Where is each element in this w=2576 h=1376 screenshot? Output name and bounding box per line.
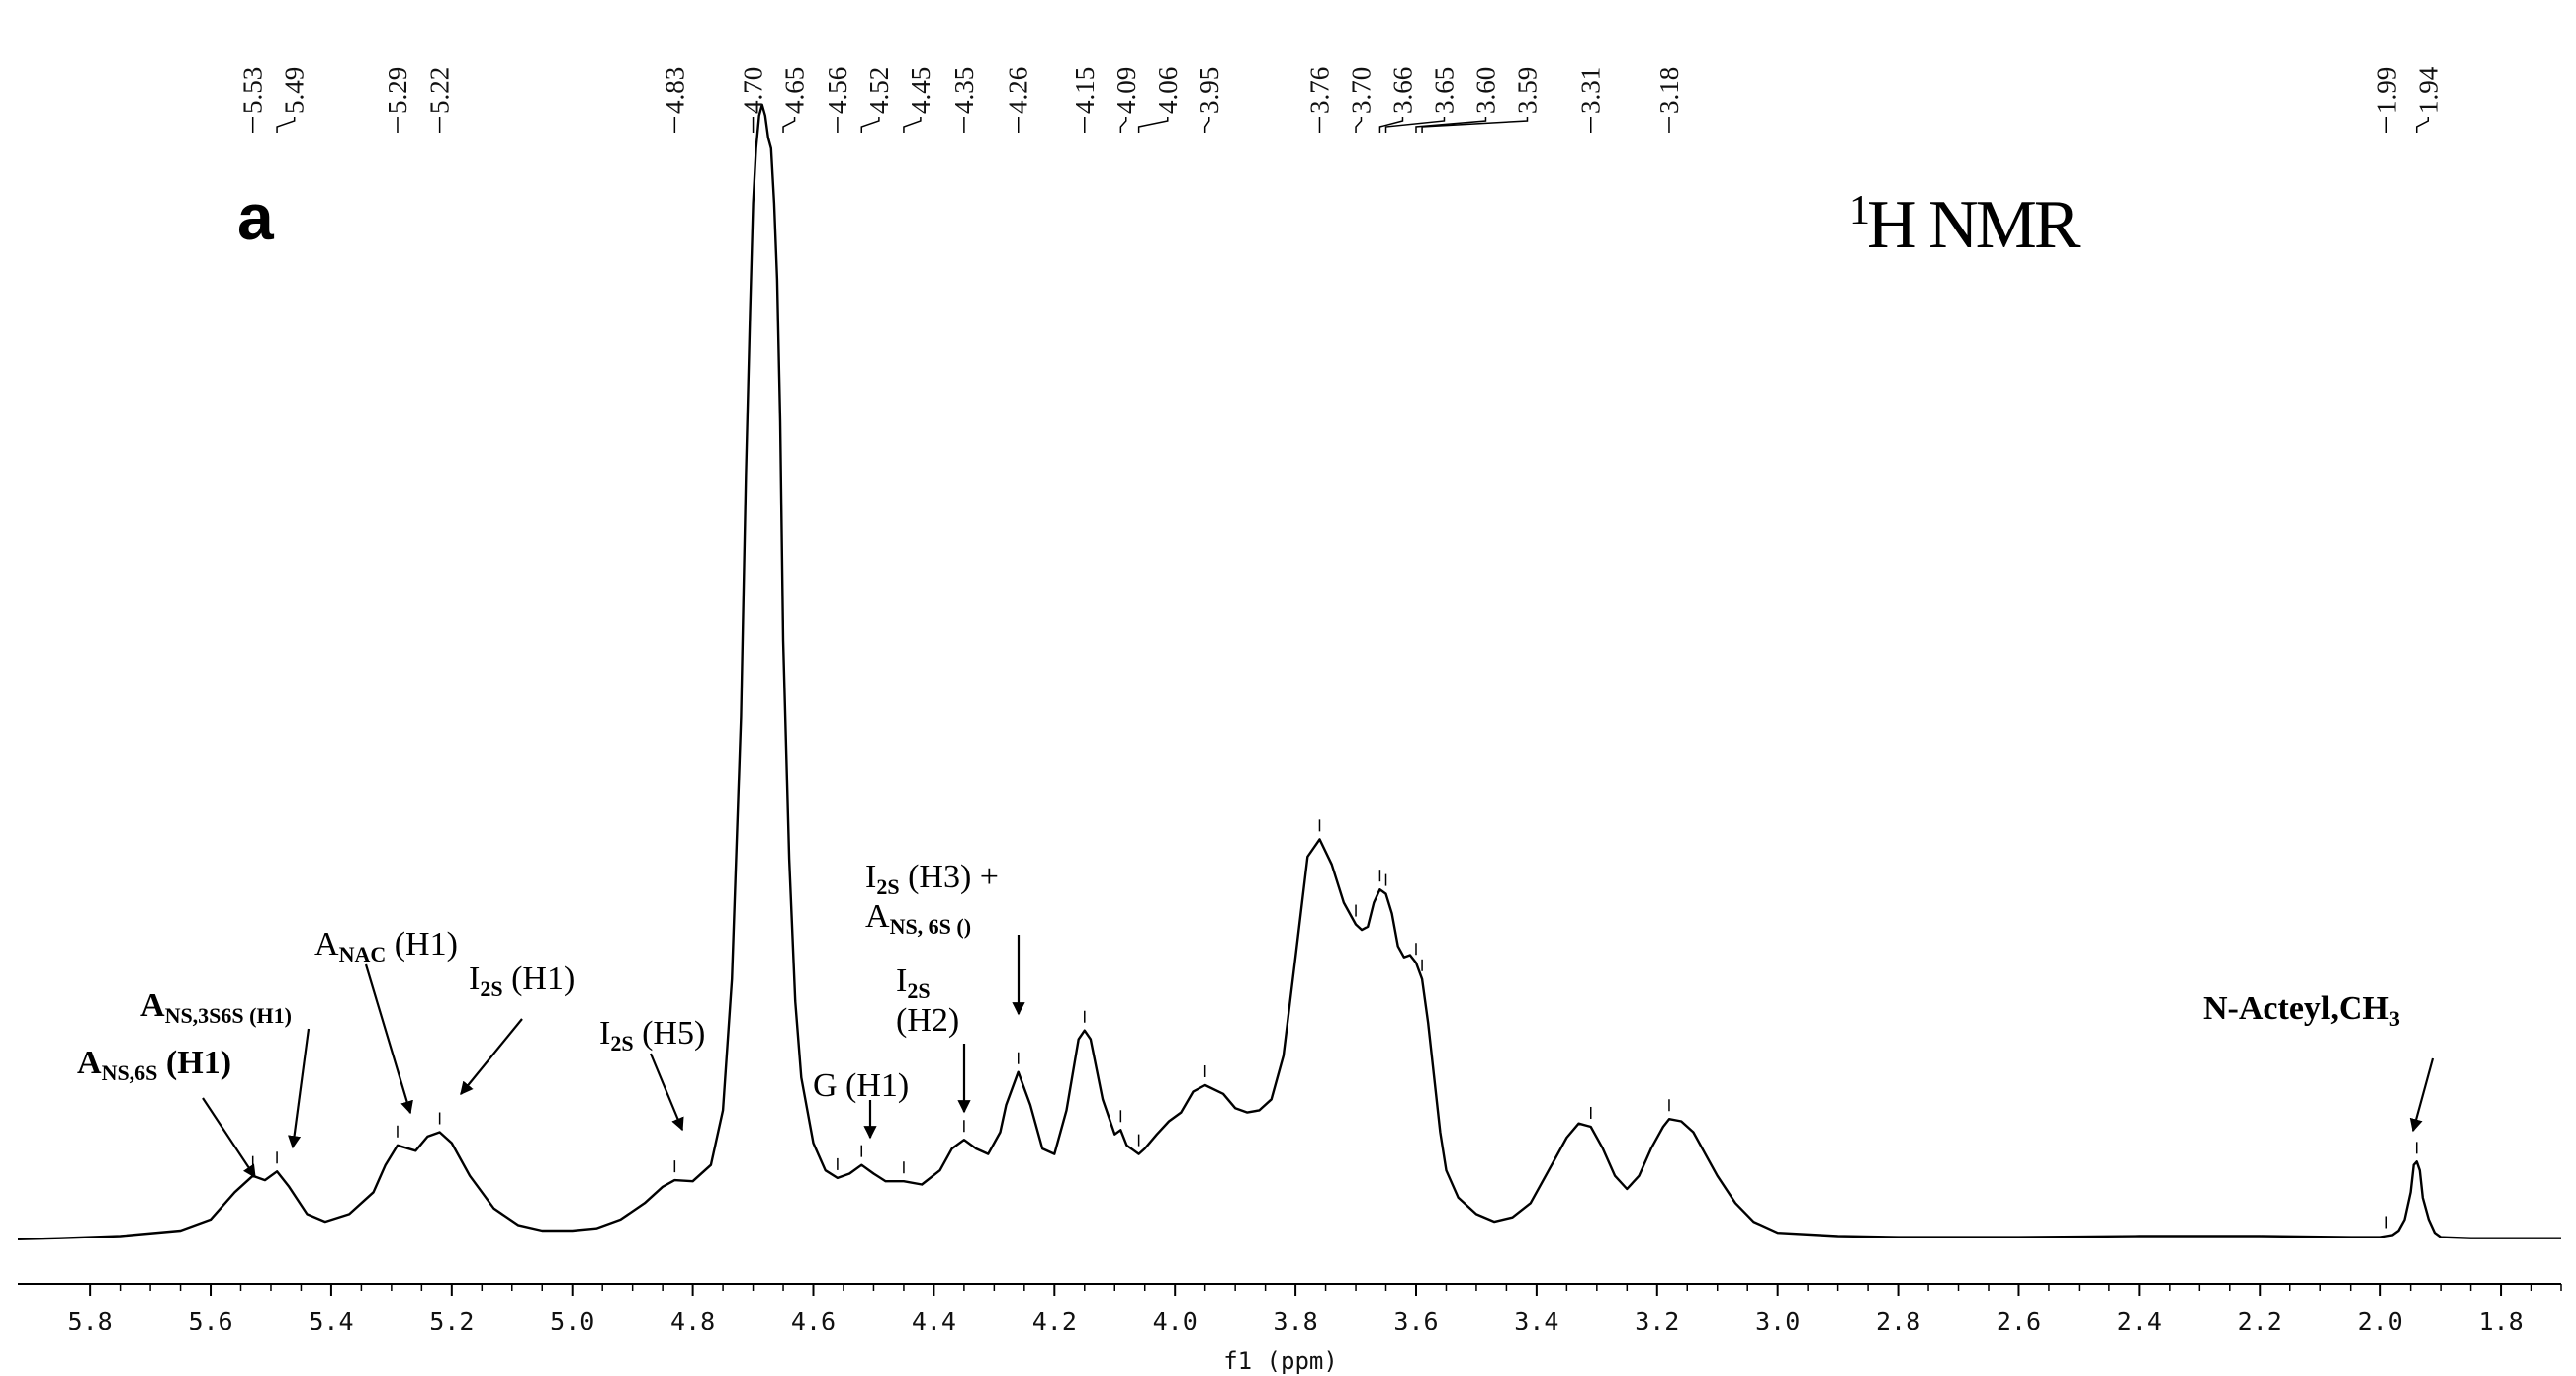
x-tick-label: 4.2 bbox=[1032, 1307, 1077, 1335]
x-tick-label: 4.0 bbox=[1153, 1307, 1198, 1335]
x-tick-label: 2.2 bbox=[2238, 1307, 2282, 1335]
peak-label: 4.15 bbox=[1070, 67, 1100, 114]
annotation-arrow bbox=[460, 1018, 523, 1096]
chart-title-text: H NMR bbox=[1867, 187, 2081, 263]
peak-label: 3.18 bbox=[1654, 67, 1684, 114]
annotation-label: I2S (H1) bbox=[469, 961, 575, 1001]
peak-label: 3.31 bbox=[1576, 67, 1606, 114]
x-tick-label: 2.4 bbox=[2117, 1307, 2162, 1335]
annotation-label: ANS,6S (H1) bbox=[77, 1045, 231, 1085]
peak-label-connector bbox=[1384, 117, 1446, 133]
peak-label-connector bbox=[1421, 117, 1529, 133]
peak-label: 4.35 bbox=[949, 67, 979, 114]
x-tick-label: 4.4 bbox=[912, 1307, 956, 1335]
peak-label: 4.09 bbox=[1111, 67, 1141, 114]
panel-label: a bbox=[237, 180, 275, 253]
annotation-label: I2S bbox=[896, 963, 931, 1003]
peak-label: 1.94 bbox=[2413, 66, 2443, 114]
peak-label-connector bbox=[1137, 117, 1169, 133]
annotation-label: ANS,3S6S (H1) bbox=[140, 987, 292, 1028]
annotation-label: ANAC (H1) bbox=[314, 926, 458, 966]
peak-label: 4.83 bbox=[660, 67, 689, 114]
peak-label: 4.06 bbox=[1153, 67, 1183, 114]
peak-label-connector bbox=[1203, 117, 1210, 133]
annotation-label: I2S (H3) + bbox=[865, 859, 999, 899]
peak-label-connector bbox=[1378, 117, 1404, 133]
x-tick-label: 2.0 bbox=[2358, 1307, 2403, 1335]
peak-label: 3.59 bbox=[1512, 67, 1542, 114]
peak-label: 3.65 bbox=[1429, 67, 1459, 114]
peak-label: 3.95 bbox=[1195, 67, 1224, 114]
x-tick-label: 3.6 bbox=[1393, 1307, 1438, 1335]
x-axis-ticks: 5.8 5.6 5.4 5.2 5.0 4.8 4.6 4.4 4.2 4.0 3.8 3.6 3.4 3… bbox=[68, 1284, 2562, 1335]
peak-label-connector bbox=[1355, 117, 1363, 133]
x-tick-label: 4.8 bbox=[670, 1307, 715, 1335]
peak-label-connector bbox=[2415, 117, 2429, 133]
peak-label: 4.45 bbox=[906, 67, 935, 114]
x-tick-label: 3.2 bbox=[1635, 1307, 1679, 1335]
peak-label: 3.76 bbox=[1304, 67, 1334, 114]
peak-label-connector bbox=[782, 117, 796, 133]
peak-label: 4.56 bbox=[823, 67, 852, 114]
spectrum-trace bbox=[17, 103, 2561, 1240]
peak-annotations: ANS,6S (H1) ANS,3S6S (H1) ANAC (H1) I2S (H1… bbox=[77, 859, 2435, 1179]
annotation-arrow bbox=[202, 1097, 256, 1179]
x-axis-title: f1 (ppm) bbox=[1223, 1347, 1338, 1375]
peak-label: 3.70 bbox=[1346, 67, 1376, 114]
peak-label: 3.66 bbox=[1387, 67, 1417, 114]
peak-label: 5.49 bbox=[280, 67, 310, 114]
annotation-label: N-Acteyl,CH3 bbox=[2203, 990, 2400, 1031]
peak-label: 5.22 bbox=[425, 67, 455, 114]
peak-label-connector bbox=[1119, 117, 1127, 133]
chart-title: 1H NMR bbox=[1849, 187, 2081, 263]
peak-label: 5.29 bbox=[383, 67, 412, 114]
x-tick-label: 2.8 bbox=[1876, 1307, 1920, 1335]
peak-label-connector bbox=[1415, 117, 1487, 133]
annotation-label: G (H1) bbox=[813, 1067, 909, 1104]
x-tick-label: 5.6 bbox=[188, 1307, 232, 1335]
peak-marks bbox=[251, 620, 2418, 1229]
x-tick-label: 3.4 bbox=[1514, 1307, 1558, 1335]
x-tick-label: 3.0 bbox=[1755, 1307, 1800, 1335]
x-tick-label: 1.8 bbox=[2478, 1307, 2523, 1335]
peak-label: 4.70 bbox=[739, 67, 768, 114]
peak-label-connector bbox=[903, 117, 922, 133]
x-tick-label: 5.8 bbox=[68, 1307, 113, 1335]
x-tick-label: 3.8 bbox=[1274, 1307, 1318, 1335]
peak-label-connector bbox=[276, 117, 296, 133]
x-tick-label: 2.6 bbox=[1997, 1307, 2041, 1335]
x-tick-label: 5.2 bbox=[429, 1307, 474, 1335]
peak-label: 5.53 bbox=[238, 67, 268, 114]
peak-label: 3.60 bbox=[1470, 67, 1500, 114]
annotation-arrow bbox=[364, 963, 413, 1115]
annotation-arrow bbox=[288, 1028, 311, 1149]
x-tick-label: 5.0 bbox=[550, 1307, 594, 1335]
annotation-label-line2: ANS, 6S () bbox=[865, 898, 971, 939]
peak-labels: 5.53 5.49 5.29 5.22 4.83 4.70 4.65 4.56 4.52 4.45… bbox=[238, 66, 2443, 133]
x-tick-label: 4.6 bbox=[791, 1307, 836, 1335]
annotation-label: I2S (H5) bbox=[599, 1015, 705, 1055]
peak-label: 4.65 bbox=[780, 67, 810, 114]
annotation-label-line2: (H2) bbox=[896, 1002, 959, 1039]
peak-label: 4.52 bbox=[864, 67, 894, 114]
annotation-arrow bbox=[2409, 1057, 2435, 1133]
chart-title-superscript: 1 bbox=[1849, 188, 1868, 233]
annotation-arrow bbox=[649, 1053, 684, 1132]
peak-label: 4.26 bbox=[1004, 67, 1033, 114]
x-tick-label: 5.4 bbox=[309, 1307, 353, 1335]
peak-label: 1.99 bbox=[2371, 67, 2401, 114]
peak-label-connector bbox=[860, 117, 880, 133]
